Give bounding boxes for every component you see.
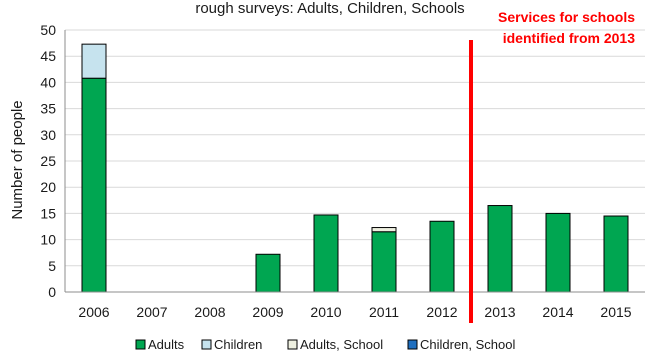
y-tick-label: 5 [48,258,56,274]
y-tick-label: 50 [40,22,56,38]
y-tick-label: 15 [40,205,56,221]
bar [371,227,397,233]
legend: Adults Children Adults, School Children, Sc… [135,337,515,352]
y-tick-labels: 0 5 10 15 20 25 30 35 40 45 50 [40,22,56,300]
bar [603,215,629,293]
legend-swatch [407,339,418,350]
y-tick-label: 10 [40,232,56,248]
bar [81,43,107,79]
y-tick-label: 0 [48,284,56,300]
x-tick-label: 2012 [426,304,457,320]
bar [313,214,339,293]
legend-label: Children, School [420,337,515,352]
gridlines [65,29,645,267]
y-tick-label: 30 [40,127,56,143]
x-tick-label: 2010 [310,304,341,320]
annotation-text-line-1: Services for schools [498,9,635,25]
bars [81,43,629,293]
x-tick-label: 2009 [252,304,283,320]
y-axis-label: Number of people [9,100,26,219]
bar [81,77,107,293]
legend-swatch [135,339,146,350]
legend-label: Adults, School [300,337,383,352]
x-tick-label: 2013 [484,304,515,320]
bar [429,220,455,293]
x-tick-label: 2015 [600,304,631,320]
annotation-text-line-2: identified from 2013 [503,30,635,46]
y-tick-label: 40 [40,74,56,90]
x-tick-label: 2008 [194,304,225,320]
bar [545,212,571,293]
x-tick-labels: 2006 2007 2008 2009 2010 2011 2012 2013 2014 2015 [78,304,631,320]
legend-label: Adults [148,337,185,352]
y-tick-label: 35 [40,101,56,117]
x-tick-label: 2014 [542,304,573,320]
x-tick-label: 2007 [136,304,167,320]
legend-label: Children [214,337,262,352]
legend-swatch [287,339,298,350]
x-tick-label: 2011 [369,304,399,320]
y-tick-label: 20 [40,179,56,195]
bar [371,231,397,293]
y-tick-label: 45 [40,48,56,64]
x-tick-label: 2006 [78,304,109,320]
bar [255,253,281,293]
bar [487,205,513,293]
legend-swatch [201,339,212,350]
axes [64,30,645,293]
y-tick-label: 25 [40,153,56,169]
chart-title: rough surveys: Adults, Children, Schools [195,0,464,17]
